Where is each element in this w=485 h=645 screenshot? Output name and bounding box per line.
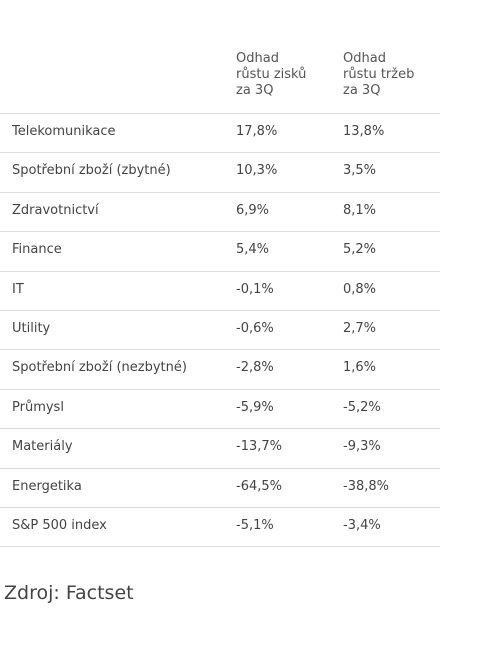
row-divider [0,467,440,469]
cell-value: -2,8% [236,360,274,376]
row-divider [0,388,440,390]
row-divider [0,349,440,351]
row-divider [0,270,440,272]
cell-value: 5,4% [236,242,270,258]
cell-value: -0,1% [236,281,274,297]
cell-value: -5,2% [343,399,381,415]
row-label: S&P 500 index [12,518,107,533]
cell-value: 3,5% [343,163,377,179]
row-label: Průmysl [12,399,64,415]
row-label: Utility [12,321,51,336]
cell-value: -3,4% [343,518,381,533]
row-divider [0,152,440,154]
row-label: IT [12,281,24,297]
cell-value: 6,9% [236,202,270,218]
cell-value: -5,1% [236,518,274,533]
row-divider [0,507,440,508]
source: Zdroj: Factset [4,582,134,604]
column-header: Odhad [236,51,279,66]
cell-value: 13,8% [343,124,385,139]
row-label: Finance [12,242,62,258]
column-header: za 3Q [236,83,274,98]
cell-value: 5,2% [343,242,377,258]
row-label: Zdravotnictví [12,202,99,218]
column-header: za 3Q [343,83,381,98]
column-header: růstu zisků [236,67,307,82]
cell-value: 1,6% [343,360,377,376]
cell-value: -64,5% [236,478,282,494]
row-divider [0,231,440,233]
row-label: Spotřební zboží (zbytné) [12,163,171,179]
column-header: růstu tržeb [343,67,415,82]
cell-value: 17,8% [236,124,278,139]
cell-value: -13,7% [236,439,282,455]
cell-value: -0,6% [236,321,274,336]
row-label: Spotřební zboží (nezbytné) [12,360,187,376]
row-divider [0,191,440,193]
row-label: Materiály [12,439,73,455]
cell-value: 0,8% [343,281,377,297]
row-divider [0,113,440,114]
row-label: Telekomunikace [12,124,116,139]
row-divider [0,310,440,311]
cell-value: 8,1% [343,202,377,218]
row-label: Energetika [12,478,82,494]
cell-value: -9,3% [343,439,381,455]
row-divider [0,546,440,548]
cell-value: 10,3% [236,163,278,179]
cell-value: -38,8% [343,478,389,494]
column-header: Odhad [343,51,386,66]
row-divider [0,428,440,430]
cell-value: 2,7% [343,321,377,336]
cell-value: -5,9% [236,399,274,415]
